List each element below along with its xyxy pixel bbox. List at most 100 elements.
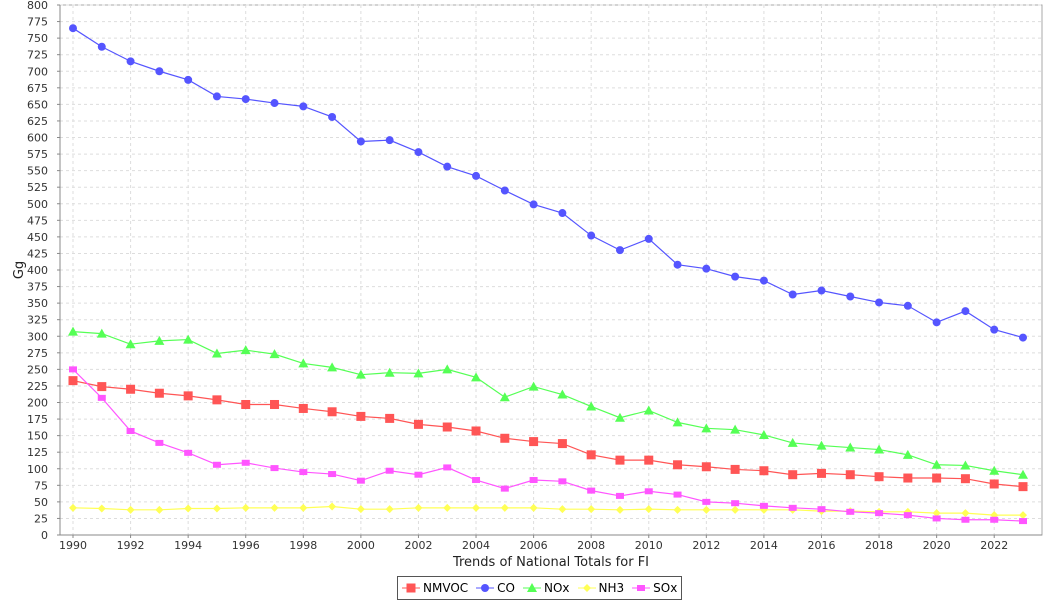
data-point xyxy=(932,318,941,327)
x-tick-label: 2006 xyxy=(520,539,548,552)
data-point xyxy=(69,366,77,373)
legend-item-nh3: NH3 xyxy=(577,581,624,595)
data-point xyxy=(241,503,250,512)
data-point xyxy=(270,465,279,472)
data-point xyxy=(155,505,164,514)
data-point xyxy=(154,388,164,398)
y-tick-label: 250 xyxy=(27,363,48,376)
y-tick-label: 525 xyxy=(27,181,48,194)
x-tick-label: 1992 xyxy=(117,539,145,552)
data-point xyxy=(731,272,740,281)
x-tick-label: 1998 xyxy=(289,539,317,552)
circle-marker-icon xyxy=(476,584,495,592)
data-point xyxy=(702,264,711,273)
series-line-nh3 xyxy=(72,505,1023,516)
x-tick-label: 2014 xyxy=(750,539,778,552)
data-point xyxy=(155,439,164,446)
y-tick-label: 175 xyxy=(27,413,48,426)
data-point xyxy=(183,391,193,401)
data-point xyxy=(1019,333,1027,342)
data-point xyxy=(960,474,970,484)
y-tick-label: 325 xyxy=(27,314,48,327)
data-point xyxy=(270,503,279,512)
data-point xyxy=(443,464,452,471)
data-point xyxy=(615,455,625,465)
x-tick-label: 2000 xyxy=(347,539,375,552)
y-tick-label: 700 xyxy=(27,65,48,78)
data-point xyxy=(125,339,136,349)
data-point xyxy=(558,478,567,485)
data-point xyxy=(528,381,539,391)
data-point xyxy=(385,467,394,474)
y-tick-label: 725 xyxy=(27,49,48,62)
data-point xyxy=(414,148,423,157)
data-point xyxy=(960,460,971,470)
data-point xyxy=(586,401,597,411)
data-point xyxy=(874,472,884,482)
data-point xyxy=(875,510,884,517)
data-point xyxy=(126,427,135,434)
legend-marker xyxy=(526,583,537,592)
y-tick-label: 300 xyxy=(27,330,48,343)
data-point xyxy=(471,372,482,382)
data-point xyxy=(529,477,538,484)
y-axis-label: Gg xyxy=(12,261,27,279)
legend-label: NOx xyxy=(543,581,570,595)
data-point xyxy=(558,505,567,514)
data-point xyxy=(874,444,885,454)
y-tick-label: 75 xyxy=(34,479,48,492)
data-point xyxy=(96,328,107,338)
x-tick-label: 2010 xyxy=(635,539,663,552)
y-tick-label: 625 xyxy=(27,115,48,128)
y-tick-label: 775 xyxy=(27,16,48,29)
data-point xyxy=(902,449,913,459)
data-point xyxy=(644,234,653,243)
x-tick-label: 2012 xyxy=(692,539,720,552)
data-point xyxy=(816,468,826,478)
data-point xyxy=(97,382,107,392)
data-point xyxy=(1019,511,1027,520)
data-point xyxy=(615,246,624,255)
data-point xyxy=(68,376,78,386)
axes: 0 25 50 75 100 125 150 175 200 225 250 275 300 325 350… xyxy=(27,0,1042,552)
data-point xyxy=(587,231,596,240)
series-line-co xyxy=(72,27,1024,339)
data-point xyxy=(1019,518,1027,525)
x-tick-label: 2008 xyxy=(577,539,605,552)
data-point xyxy=(356,137,365,146)
data-point xyxy=(529,437,539,447)
data-point xyxy=(673,460,683,470)
data-point xyxy=(846,508,855,515)
series-nh3 xyxy=(69,502,1027,520)
y-tick-label: 375 xyxy=(27,281,48,294)
data-point xyxy=(672,417,683,427)
y-tick-label: 475 xyxy=(27,214,48,227)
data-point xyxy=(817,506,826,513)
data-point xyxy=(270,399,280,409)
data-point xyxy=(68,326,78,336)
data-point xyxy=(183,334,194,344)
data-point xyxy=(328,112,337,121)
data-point xyxy=(327,407,337,417)
data-point xyxy=(1018,469,1028,479)
data-point xyxy=(673,505,682,514)
series-line-sox xyxy=(72,368,1024,522)
data-point xyxy=(788,290,797,299)
data-point xyxy=(731,500,740,507)
data-point xyxy=(443,503,452,512)
y-tick-label: 200 xyxy=(27,397,48,410)
legend-label: SOx xyxy=(653,581,678,595)
data-point xyxy=(758,429,769,439)
data-point xyxy=(443,162,452,171)
data-point xyxy=(557,389,568,399)
data-point xyxy=(961,516,970,523)
data-point xyxy=(759,276,768,285)
data-point xyxy=(846,292,855,301)
data-point xyxy=(472,503,481,512)
data-point xyxy=(184,449,193,456)
data-point xyxy=(328,502,337,511)
data-point xyxy=(356,505,365,514)
data-point xyxy=(816,440,827,450)
y-tick-label: 100 xyxy=(27,463,48,476)
